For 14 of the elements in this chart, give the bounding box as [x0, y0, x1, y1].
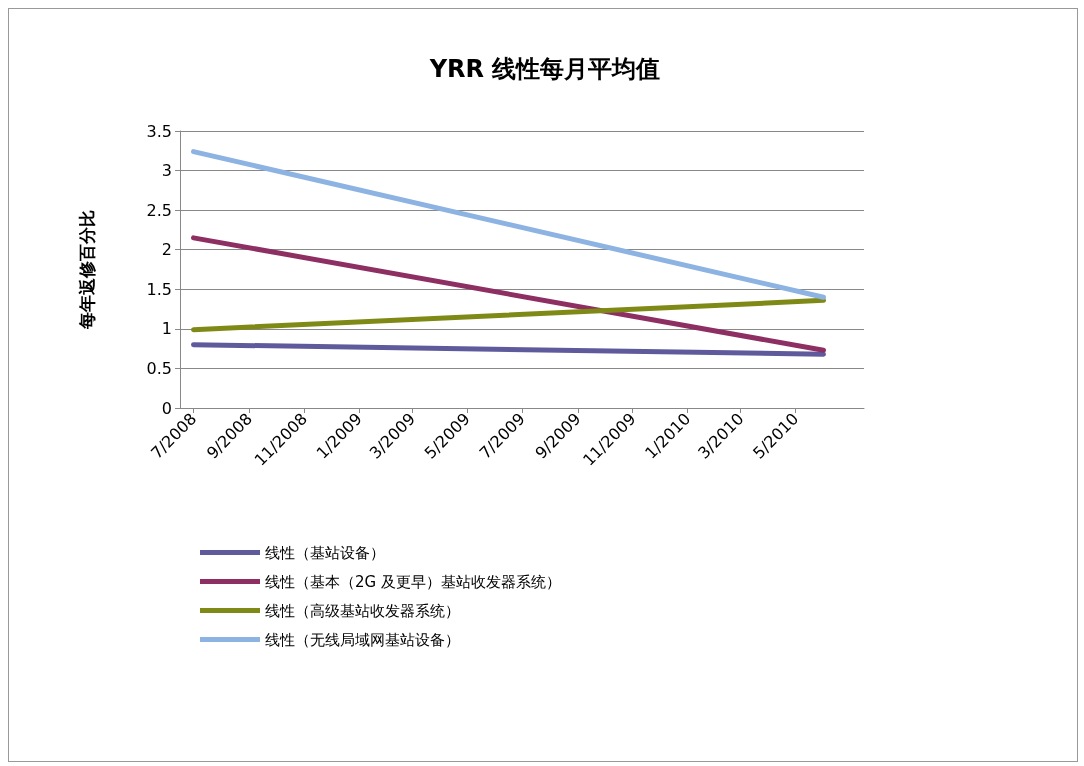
y-tick-label: 1 [161, 319, 172, 339]
y-axis-title: 每年返修百分比 [76, 210, 97, 330]
y-tick-label: 0 [161, 398, 172, 418]
y-tick-label: 1.5 [146, 279, 172, 299]
y-tick-label: 3.5 [146, 121, 172, 141]
legend-label: 线性（高级基站收发器系统） [265, 601, 460, 620]
y-tick-label: 3 [161, 161, 172, 181]
y-tick-label: 2.5 [146, 200, 172, 220]
legend-label: 线性（基站设备） [265, 543, 385, 562]
legend-label: 线性（基本（2G 及更早）基站收发器系统） [265, 572, 561, 591]
legend-label: 线性（无线局域网基站设备） [265, 630, 460, 649]
chart-title: YRR 线性每月平均值 [428, 55, 661, 83]
y-tick-label: 0.5 [146, 358, 172, 378]
y-tick-label: 2 [161, 240, 172, 260]
